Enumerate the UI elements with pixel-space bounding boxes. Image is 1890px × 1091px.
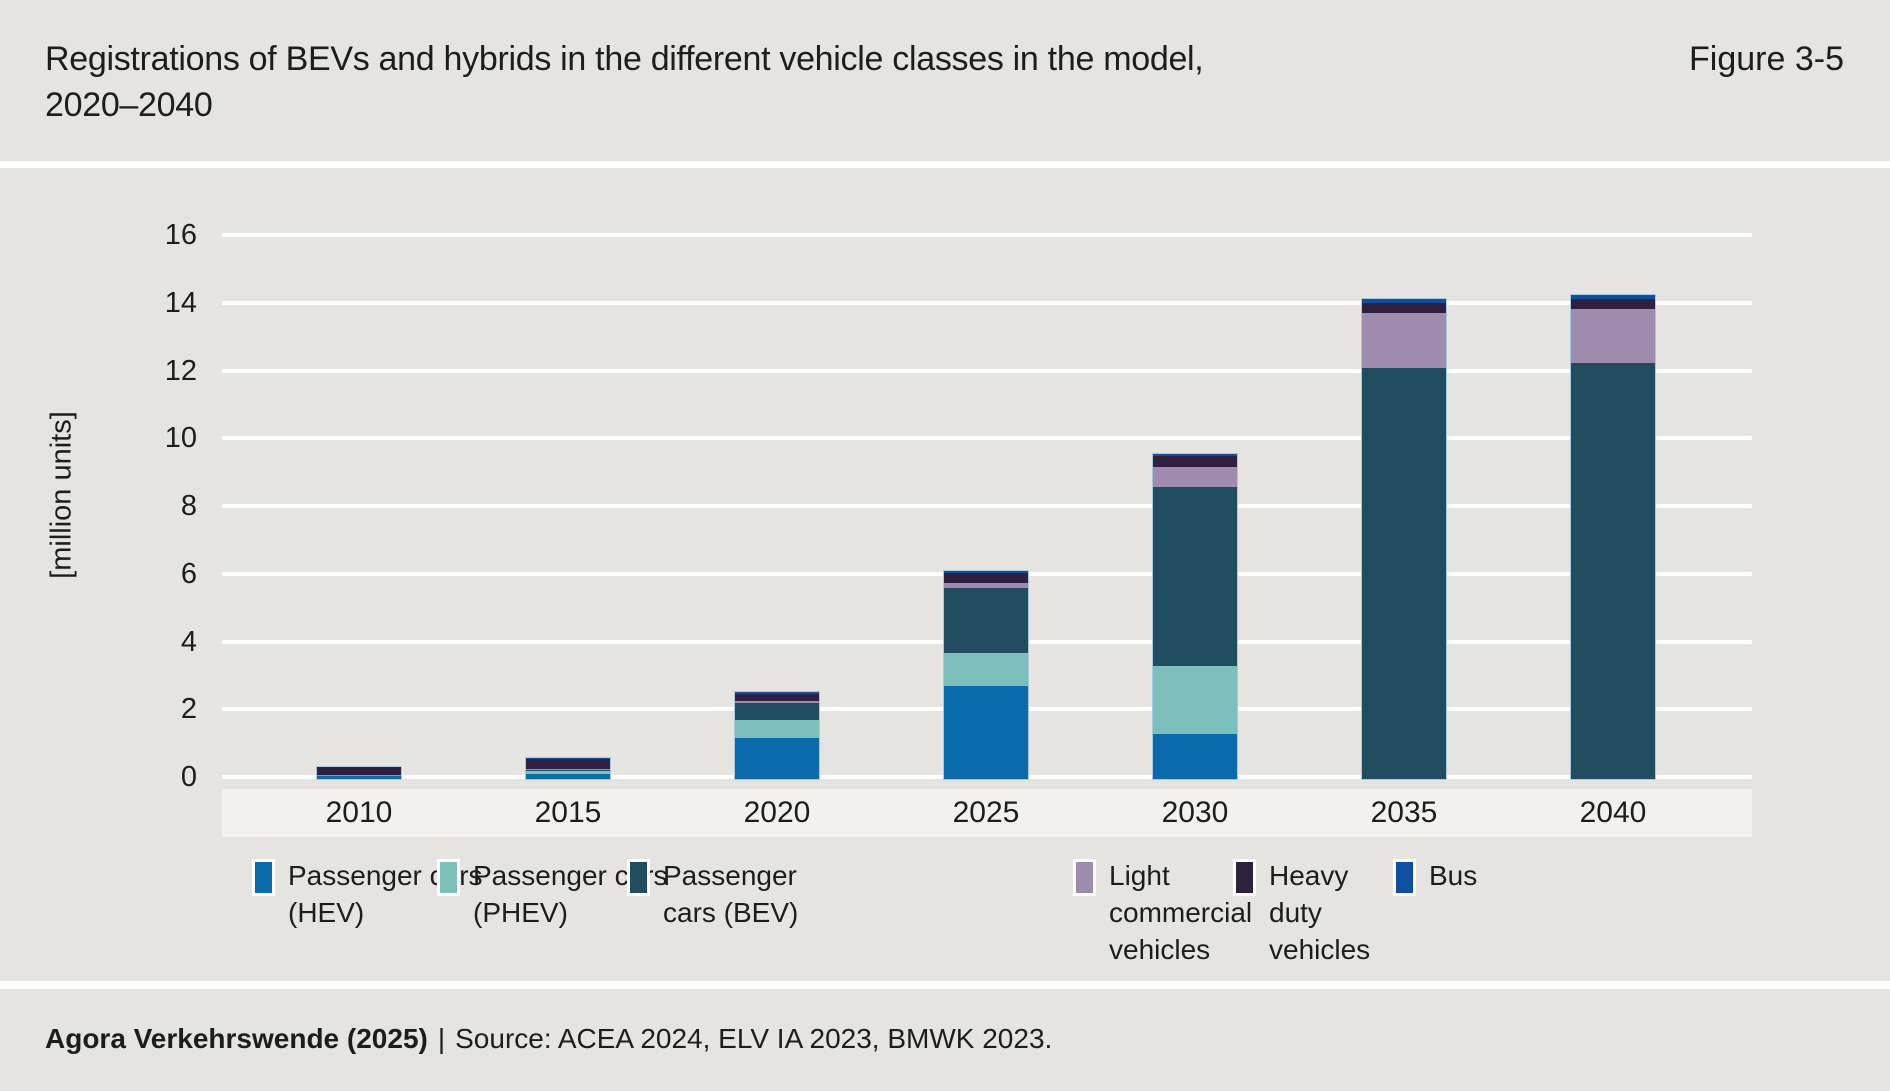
x-tick-label: 2010	[325, 796, 393, 829]
bar-segment	[526, 773, 610, 779]
bar-segment	[944, 570, 1028, 574]
y-tick-label: 16	[164, 219, 197, 251]
bar-segment	[735, 703, 819, 721]
bar-segment	[1153, 486, 1237, 666]
legend-item-label: Passenger cars (BEV)	[663, 860, 799, 928]
bar-segment	[735, 691, 819, 694]
bar-segment	[1153, 453, 1237, 456]
footer-divider: |	[437, 1023, 446, 1054]
bar-segment	[1153, 734, 1237, 779]
bar-column-2035	[1361, 298, 1447, 780]
footer-attribution: Agora Verkehrswende (2025)	[45, 1023, 428, 1054]
y-tick-label: 10	[164, 422, 197, 455]
bar-column-2030	[1152, 452, 1238, 780]
figure-label: Figure 3-5	[1689, 40, 1844, 78]
y-tick-label: 14	[164, 286, 197, 319]
bar-segment	[317, 766, 401, 768]
bar-segment	[317, 774, 401, 776]
bar-segment	[1362, 312, 1446, 368]
legend-item-label: Light commercial vehicles	[1109, 860, 1253, 965]
page-title-line2: 2020–2040	[45, 86, 213, 124]
bar-segment	[735, 694, 819, 702]
gridline	[222, 300, 1752, 305]
bar-column-2040	[1570, 293, 1656, 780]
gridline	[222, 504, 1752, 508]
legend-swatch	[627, 859, 650, 896]
legend-item-label: Heavy duty vehicles	[1269, 860, 1371, 965]
legend-swatch	[252, 859, 275, 896]
bar-segment	[526, 758, 610, 760]
legend-swatch	[437, 859, 460, 896]
bar-segment	[1571, 299, 1655, 309]
bar-segment	[1153, 455, 1237, 467]
bar-column-2015	[525, 757, 611, 780]
y-tick-label: 2	[180, 693, 197, 726]
x-tick-label: 2020	[743, 796, 811, 829]
gridline	[222, 368, 1752, 373]
y-tick-label: 12	[164, 354, 197, 387]
bar-segment	[317, 775, 401, 779]
bar-segment	[1362, 299, 1446, 304]
page-title: Registrations of BEVs and hybrids in the…	[45, 36, 1204, 128]
legend-item-label: Bus	[1429, 860, 1478, 891]
page-title-line1: Registrations of BEVs and hybrids in the…	[45, 40, 1204, 78]
bar-segment	[735, 720, 819, 739]
bar-segment	[735, 738, 819, 779]
bar-segment	[944, 652, 1028, 686]
plot-area	[222, 233, 1752, 780]
x-tick-label: 2040	[1579, 796, 1647, 829]
legend-item: Bus	[1393, 859, 1477, 896]
legend-swatch	[1233, 859, 1256, 896]
bar-column-2020	[734, 690, 820, 780]
footer: Agora Verkehrswende (2025) | Source: ACEA …	[45, 1019, 1052, 1059]
bar-segment	[1571, 362, 1655, 779]
gridline	[222, 233, 1752, 237]
footer-separator	[0, 981, 1890, 989]
footer-source: Source: ACEA 2024, ELV IA 2023, BMWK 202…	[455, 1023, 1053, 1054]
bar-segment	[1362, 303, 1446, 313]
x-tick-label: 2015	[534, 796, 602, 829]
bar-segment	[1362, 367, 1446, 779]
legend-swatch	[1393, 859, 1416, 896]
gridline	[222, 436, 1752, 441]
bar-segment	[944, 583, 1028, 589]
y-tick-label: 6	[180, 557, 197, 590]
bar-segment	[944, 573, 1028, 584]
bar-segment	[526, 768, 610, 770]
bar-segment	[944, 685, 1028, 779]
bar-segment	[1571, 308, 1655, 363]
bar-segment	[526, 769, 610, 772]
bar-segment	[944, 588, 1028, 653]
bar-segment	[1153, 466, 1237, 487]
y-tick-label: 0	[180, 761, 197, 793]
bar-segment	[317, 767, 401, 775]
legend-item: Passenger cars (BEV)	[627, 859, 798, 931]
bar-segment	[1153, 665, 1237, 735]
x-tick-label: 2035	[1370, 796, 1438, 829]
legend-item: Light commercial vehicles	[1073, 859, 1252, 968]
x-tick-label: 2025	[952, 796, 1020, 829]
legend-swatch	[1073, 859, 1096, 896]
bar-segment	[1571, 294, 1655, 300]
y-tick-label: 8	[180, 490, 197, 522]
legend-item: Heavy duty vehicles	[1233, 859, 1370, 968]
x-tick-label: 2030	[1161, 796, 1229, 829]
bar-column-2010	[316, 765, 402, 780]
x-axis-strip: 2010 2015 2020 2025 2030 2035 2040	[222, 789, 1752, 837]
bar-column-2025	[943, 569, 1029, 780]
bar-segment	[735, 701, 819, 704]
bar-segment	[526, 759, 610, 769]
y-tick-label: 4	[180, 625, 197, 658]
header-separator	[0, 161, 1890, 168]
bar-segment	[526, 771, 610, 774]
